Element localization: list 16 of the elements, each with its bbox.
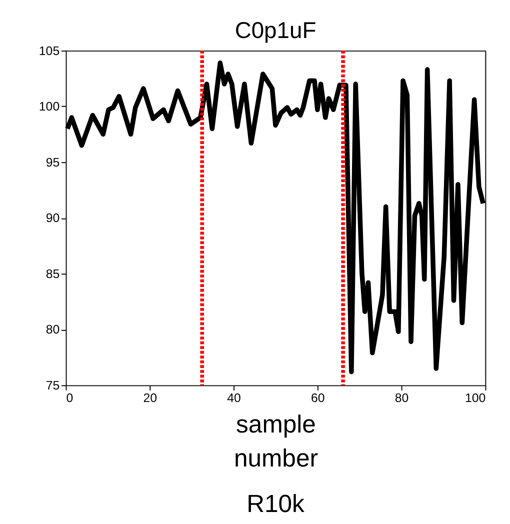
x-axis-title: sample number bbox=[234, 411, 318, 473]
x-tick-label: 0 bbox=[66, 390, 74, 405]
chart-title: C0p1uF bbox=[234, 17, 316, 44]
y-tick-label: 85 bbox=[46, 266, 60, 281]
y-tick-label: 95 bbox=[46, 155, 60, 170]
y-tick-label: 105 bbox=[38, 44, 60, 58]
text: R10k bbox=[246, 490, 306, 518]
y-tick-label: 100 bbox=[38, 100, 60, 114]
x-tick-label: 20 bbox=[143, 390, 158, 405]
y-tick-label: 75 bbox=[46, 378, 60, 392]
x-tick-label: 40 bbox=[227, 390, 242, 405]
y-tick-label: 90 bbox=[46, 211, 60, 226]
y-tick-label: 80 bbox=[46, 322, 60, 337]
x-tick-label: 60 bbox=[311, 390, 325, 405]
x-tick-label: 100 bbox=[465, 390, 486, 405]
x-tick-label: 80 bbox=[394, 390, 409, 405]
